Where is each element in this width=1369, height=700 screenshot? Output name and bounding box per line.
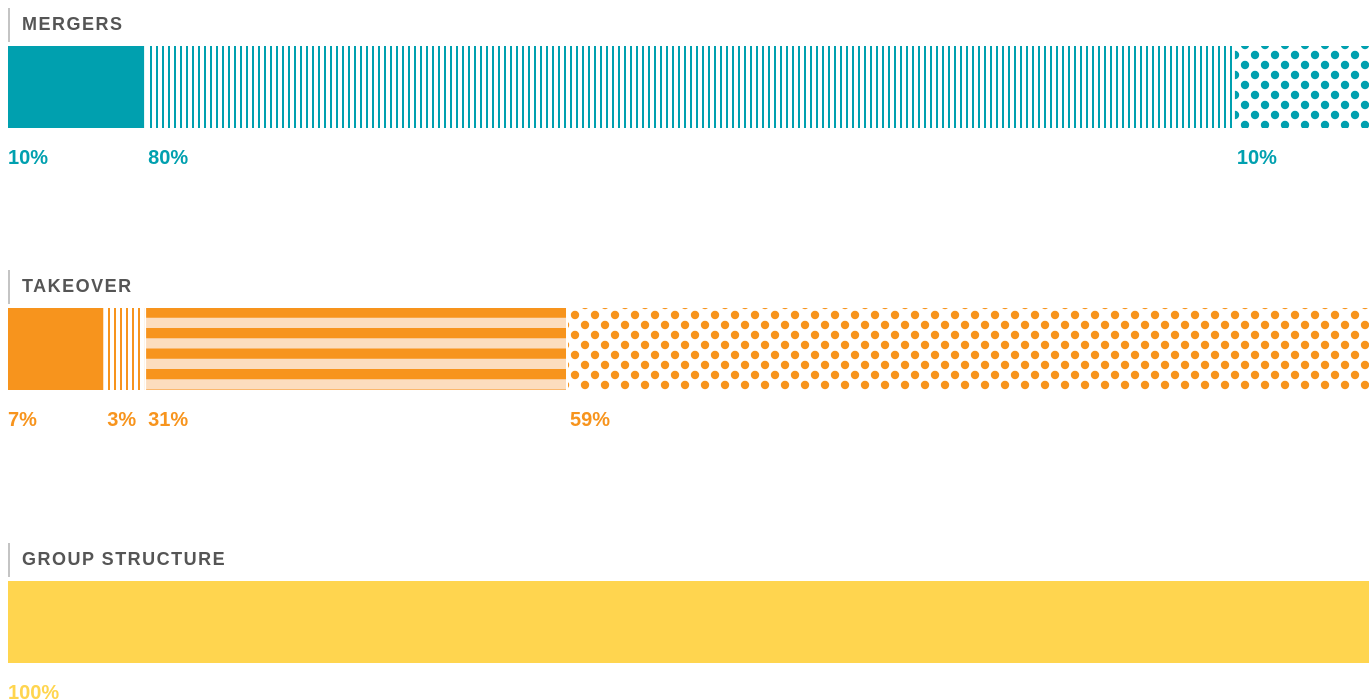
bar-segment bbox=[568, 308, 1369, 390]
bar-segment bbox=[146, 308, 567, 390]
bar-segment bbox=[8, 581, 1369, 663]
segment-value-label: 3% bbox=[107, 409, 136, 431]
segment-value-label: 80% bbox=[148, 147, 188, 169]
segment-value-label: 7% bbox=[8, 409, 37, 431]
segment-value-label: 59% bbox=[570, 409, 610, 431]
bar-segment bbox=[8, 308, 104, 390]
bar-segment bbox=[146, 46, 1233, 128]
bar-segment bbox=[8, 46, 145, 128]
segment-value-label: 100% bbox=[8, 682, 59, 700]
bar-segment bbox=[1234, 46, 1369, 128]
segment-value-label: 10% bbox=[1237, 147, 1277, 169]
chart-group-group-structure: GROUP STRUCTURE 100% bbox=[8, 543, 1369, 700]
segment-value-label: 10% bbox=[8, 147, 48, 169]
chart-group-mergers: MERGERS 10% 80% 10% bbox=[8, 8, 1369, 169]
bar-segment bbox=[105, 308, 145, 390]
group-title: TAKEOVER bbox=[22, 276, 133, 296]
segment-value-label: 31% bbox=[148, 409, 188, 431]
group-title: MERGERS bbox=[22, 14, 124, 34]
chart-group-takeover: TAKEOVER 7% 3% 31% 59% bbox=[8, 270, 1369, 431]
group-title: GROUP STRUCTURE bbox=[22, 549, 226, 569]
